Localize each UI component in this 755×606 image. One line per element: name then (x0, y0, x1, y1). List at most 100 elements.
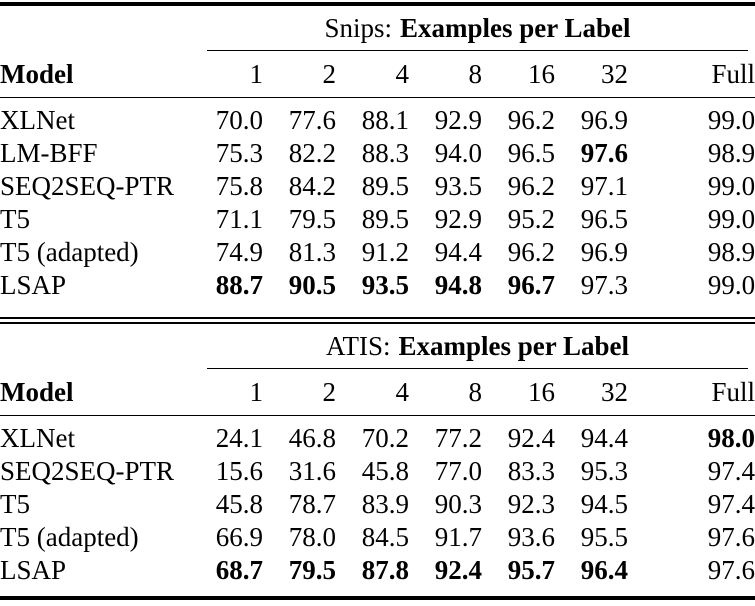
column-header-4: 4 (336, 51, 409, 98)
model-cell: LSAP (0, 270, 67, 300)
column-header-model: Model (0, 369, 190, 416)
score-cell: 74.9 (215, 237, 263, 267)
score-cell: 79.5 (288, 555, 336, 585)
score-cell: 97.6 (580, 138, 628, 168)
column-header-32: 32 (555, 51, 628, 98)
score-cell: 96.2 (507, 171, 555, 201)
score-cell: 71.1 (215, 204, 263, 234)
score-cell: 91.7 (434, 522, 482, 552)
score-cell: 95.2 (507, 204, 555, 234)
score-cell: 89.5 (361, 171, 409, 201)
score-cell: 99.0 (707, 171, 755, 201)
score-cell: 84.5 (361, 522, 409, 552)
score-cell: 15.6 (215, 456, 263, 486)
table-row: LSAP 68.7 79.5 87.8 92.4 95.7 96.4 97.6 (0, 554, 755, 587)
score-cell: 75.3 (215, 138, 263, 168)
table-row: T5 (adapted) 74.9 81.3 91.2 94.4 96.2 96… (0, 236, 755, 269)
score-cell: 78.7 (288, 489, 336, 519)
table-row: SEQ2SEQ-PTR 15.6 31.6 45.8 77.0 83.3 95.… (0, 455, 755, 488)
score-cell: 97.6 (707, 555, 755, 585)
score-cell: 97.6 (707, 522, 755, 552)
score-cell: 93.5 (434, 171, 482, 201)
model-cell: T5 (0, 489, 30, 519)
score-cell: 45.8 (361, 456, 409, 486)
table-row: XLNet 70.0 77.6 88.1 92.9 96.2 96.9 99.0 (0, 104, 755, 137)
score-cell: 77.2 (434, 423, 482, 453)
title-row-empty-cell (0, 324, 190, 369)
bottom-rule (0, 596, 755, 600)
score-cell: 87.8 (361, 555, 409, 585)
score-cell: 97.4 (707, 489, 755, 519)
score-cell: 75.8 (215, 171, 263, 201)
table-row: T5 71.1 79.5 89.5 92.9 95.2 96.5 99.0 (0, 203, 755, 236)
score-cell: 99.0 (707, 270, 755, 300)
snips-title-cell: Snips: Examples per Label (190, 6, 755, 51)
model-cell: LM-BFF (0, 138, 98, 168)
score-cell: 98.9 (707, 138, 755, 168)
score-cell: 97.1 (580, 171, 628, 201)
column-header-full: Full (628, 369, 755, 416)
top-rule (0, 2, 755, 6)
table-row: SEQ2SEQ-PTR 75.8 84.2 89.5 93.5 96.2 97.… (0, 170, 755, 203)
column-header-8: 8 (409, 369, 482, 416)
score-cell: 94.5 (580, 489, 628, 519)
score-cell: 78.0 (288, 522, 336, 552)
score-cell: 88.7 (215, 270, 263, 300)
column-header-16: 16 (482, 51, 555, 98)
score-cell: 82.2 (288, 138, 336, 168)
column-header-1: 1 (190, 51, 263, 98)
score-cell: 92.4 (434, 555, 482, 585)
atis-header-row: Model 1 2 4 8 16 32 Full (0, 369, 755, 416)
score-cell: 70.0 (215, 105, 263, 135)
score-cell: 79.5 (288, 204, 336, 234)
score-cell: 96.5 (580, 204, 628, 234)
table-row: T5 (adapted) 66.9 78.0 84.5 91.7 93.6 95… (0, 521, 755, 554)
snips-title-row: Snips: Examples per Label (0, 6, 755, 51)
table-row: XLNet 24.1 46.8 70.2 77.2 92.4 94.4 98.0 (0, 422, 755, 455)
score-cell: 77.6 (288, 105, 336, 135)
score-cell: 96.7 (507, 270, 555, 300)
score-cell: 88.3 (361, 138, 409, 168)
atis-table-title: ATIS: Examples per Label (207, 324, 748, 369)
score-cell: 98.9 (707, 237, 755, 267)
score-cell: 94.4 (580, 423, 628, 453)
score-cell: 99.0 (707, 105, 755, 135)
score-cell: 90.5 (288, 270, 336, 300)
dataset-name: ATIS: (325, 331, 391, 361)
column-header-full: Full (628, 51, 755, 98)
atis-table: ATIS: Examples per Label Model 1 2 4 8 16… (0, 324, 755, 587)
column-header-8: 8 (409, 51, 482, 98)
score-cell: 92.9 (434, 204, 482, 234)
column-header-2: 2 (263, 369, 336, 416)
score-cell: 96.9 (580, 105, 628, 135)
model-cell: XLNet (0, 423, 75, 453)
score-cell: 96.2 (507, 237, 555, 267)
score-cell: 46.8 (288, 423, 336, 453)
score-cell: 24.1 (215, 423, 263, 453)
snips-header-row: Model 1 2 4 8 16 32 Full (0, 51, 755, 98)
dataset-name: Snips: (324, 13, 393, 43)
title-row-empty-cell (0, 6, 190, 51)
score-cell: 91.2 (361, 237, 409, 267)
model-cell: T5 (adapted) (0, 237, 139, 267)
score-cell: 94.8 (434, 270, 482, 300)
column-header-32: 32 (555, 369, 628, 416)
column-header-4: 4 (336, 369, 409, 416)
score-cell: 77.0 (434, 456, 482, 486)
score-cell: 97.3 (580, 270, 628, 300)
score-cell: 68.7 (215, 555, 263, 585)
score-cell: 95.3 (580, 456, 628, 486)
score-cell: 95.5 (580, 522, 628, 552)
atis-title-cell: ATIS: Examples per Label (190, 324, 755, 369)
table-row: LM-BFF 75.3 82.2 88.3 94.0 96.5 97.6 98.… (0, 137, 755, 170)
model-cell: LSAP (0, 555, 67, 585)
column-header-2: 2 (263, 51, 336, 98)
score-cell: 95.7 (507, 555, 555, 585)
score-cell: 96.2 (507, 105, 555, 135)
model-cell: SEQ2SEQ-PTR (0, 456, 175, 486)
score-cell: 84.2 (288, 171, 336, 201)
score-cell: 66.9 (215, 522, 263, 552)
score-cell: 93.5 (361, 270, 409, 300)
model-cell: T5 (0, 204, 30, 234)
